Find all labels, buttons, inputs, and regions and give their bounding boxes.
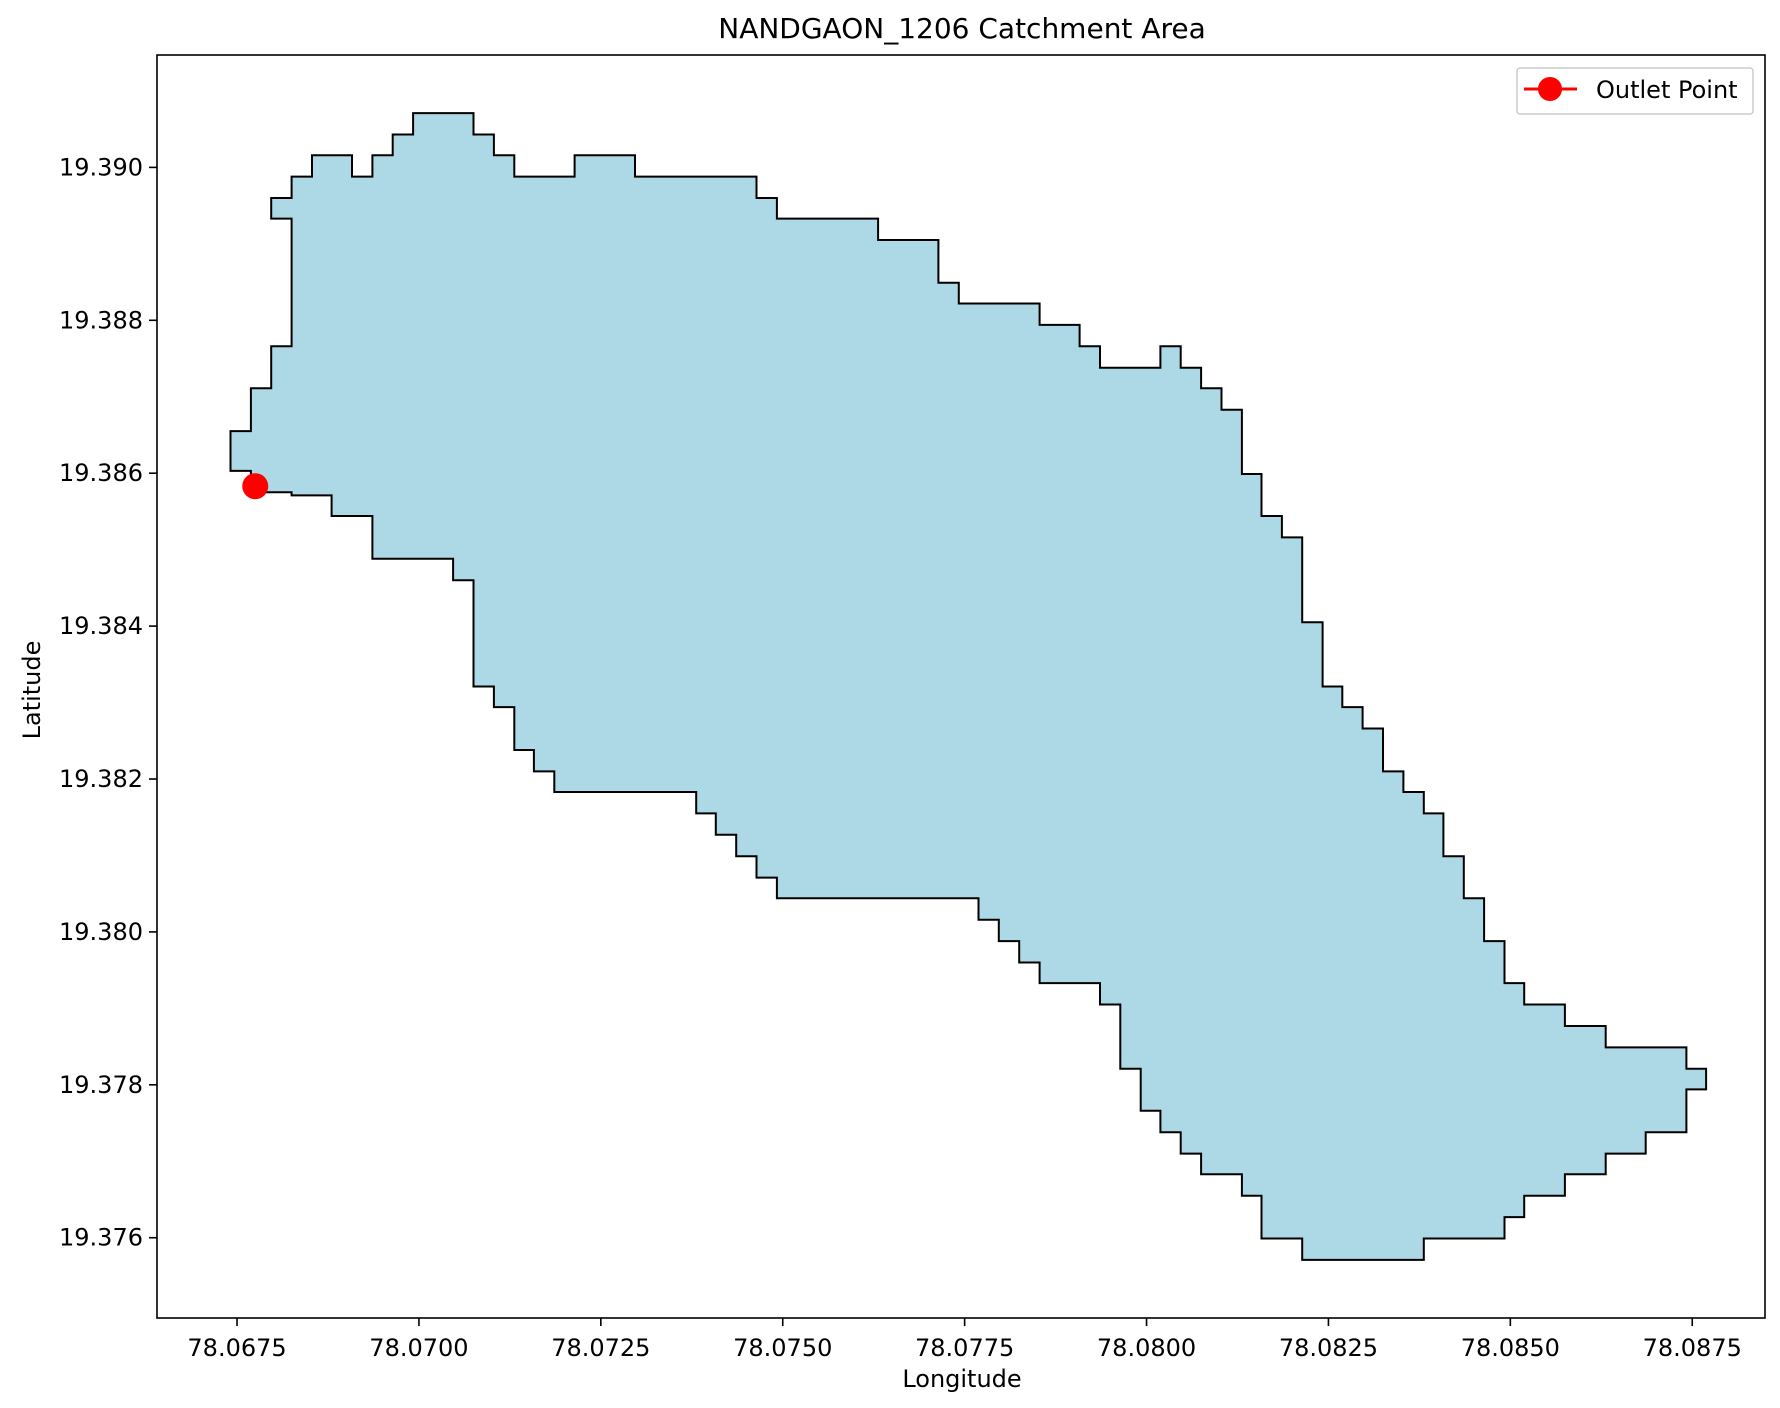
y-axis-ticks: 19.376 19.378 19.380 19.382 19.384 19.386 19.3… <box>59 153 157 1252</box>
x-axis-ticks: 78.0675 78.0700 78.0725 78.0750 78.0775 78.08… <box>187 1318 1742 1362</box>
legend-box <box>1516 67 1754 115</box>
chart-title: NANDGAON_1206 Catchment Area <box>718 12 1206 45</box>
x-tick-label: 78.0875 <box>1643 1334 1742 1362</box>
x-tick-label: 78.0825 <box>1279 1334 1378 1362</box>
x-tick-label: 78.0725 <box>551 1334 650 1362</box>
outlet-point-marker <box>242 473 269 500</box>
x-tick-label: 78.0800 <box>1097 1334 1196 1362</box>
catchment-polygon <box>229 112 1708 1261</box>
y-tick-label: 19.384 <box>59 612 143 640</box>
y-tick-label: 19.378 <box>59 1071 143 1099</box>
y-tick-label: 19.390 <box>59 153 143 181</box>
y-tick-label: 19.376 <box>59 1224 143 1252</box>
x-axis-label: Longitude <box>902 1365 1021 1393</box>
y-axis-label: Latitude <box>18 641 46 740</box>
x-tick-label: 78.0850 <box>1461 1334 1560 1362</box>
x-tick-label: 78.0700 <box>369 1334 468 1362</box>
legend-outlet-label: Outlet Point <box>1596 76 1738 104</box>
y-tick-label: 19.386 <box>59 459 143 487</box>
outlet-layer <box>242 473 269 500</box>
y-tick-label: 19.388 <box>59 306 143 334</box>
legend: Outlet Point <box>1516 67 1754 115</box>
x-tick-label: 78.0750 <box>733 1334 832 1362</box>
plot-area <box>156 54 1766 1319</box>
x-tick-label: 78.0775 <box>915 1334 1014 1362</box>
legend-outlet-marker <box>1538 77 1562 101</box>
y-tick-label: 19.382 <box>59 765 143 793</box>
axes-frame <box>156 54 1766 1319</box>
x-tick-label: 78.0675 <box>187 1334 286 1362</box>
y-tick-label: 19.380 <box>59 918 143 946</box>
